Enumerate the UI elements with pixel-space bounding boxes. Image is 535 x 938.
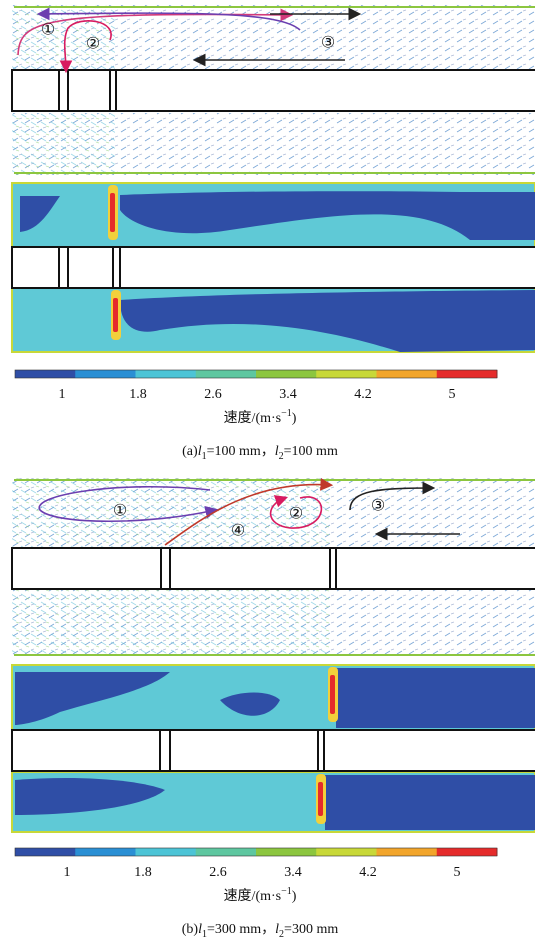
annotation: ②	[289, 506, 303, 523]
panel: ① ② ③ 1 1.8 2.6 3.4 4.2 5 速度/(m·s−1) (a)l1=100 mm，…	[12, 5, 535, 462]
colorbar-label-part: 速度/(m·s	[224, 410, 282, 426]
baffle	[113, 247, 120, 288]
colorbar-label: 速度/(m·s−1)	[224, 886, 297, 904]
colorbar-tick-label: 1.8	[129, 387, 147, 402]
colorbar-segment	[256, 370, 317, 378]
baffle	[160, 730, 170, 771]
colorbar-segment	[75, 370, 136, 378]
channel-box	[12, 730, 535, 771]
vector-field-near	[12, 478, 330, 548]
annotation: ①	[41, 22, 55, 39]
baffle	[318, 730, 324, 771]
colorbar-segment	[15, 370, 76, 378]
colorbar-segment	[75, 848, 136, 856]
channel-box	[12, 247, 535, 288]
colorbar-segment	[256, 848, 317, 856]
contour-peak	[110, 193, 115, 232]
caption-part: =100 mm，	[207, 444, 275, 459]
colorbar-tick-label: 3.4	[284, 865, 302, 880]
caption-part: =100 mm	[284, 444, 338, 459]
colorbar-segment	[196, 370, 257, 378]
channel-box	[12, 548, 535, 589]
colorbar-tick-label: 3.4	[279, 387, 297, 402]
colorbar-label-part: −1	[281, 886, 292, 897]
caption-part: =300 mm，	[207, 922, 275, 937]
colorbar-label-part: )	[292, 889, 297, 904]
colorbar-segment	[136, 370, 197, 378]
caption: (b)l1=300 mm，l2=300 mm	[182, 922, 339, 938]
colorbar-label-part: −1	[281, 408, 292, 419]
colorbar-tick-label: 5	[454, 865, 461, 880]
caption-part: (b)	[182, 922, 199, 937]
caption-part: =300 mm	[284, 922, 338, 937]
colorbar-segment	[377, 848, 438, 856]
baffle	[330, 548, 336, 589]
baffle	[59, 70, 68, 111]
channel-box	[12, 70, 535, 111]
colorbar-label: 速度/(m·s−1)	[224, 408, 297, 426]
colorbar-segment	[316, 848, 377, 856]
colorbar-segment	[377, 370, 438, 378]
figure: ①②③11.82.63.44.25速度/(m·s−1)(a)l1=100 mm，…	[0, 0, 535, 938]
caption-part: (a)	[182, 444, 198, 459]
caption: (a)l1=100 mm，l2=100 mm	[182, 444, 338, 462]
colorbar-tick-label: 1.8	[134, 865, 152, 880]
colorbar-tick-label: 5	[449, 387, 456, 402]
colorbar-segment	[437, 370, 498, 378]
colorbar-tick-label: 1	[59, 387, 66, 402]
annotation: ①	[113, 503, 127, 520]
vector-field-near	[12, 589, 330, 657]
colorbar-segment	[196, 848, 257, 856]
colorbar-segment	[136, 848, 197, 856]
baffle	[161, 548, 170, 589]
vector-field-near	[12, 113, 115, 175]
colorbar-tick-label: 4.2	[354, 387, 372, 402]
annotation: ②	[86, 36, 100, 53]
baffle	[59, 247, 68, 288]
colorbar-tick-label: 1	[64, 865, 71, 880]
colorbar-segment	[437, 848, 498, 856]
contour-peak	[113, 298, 118, 332]
baffle	[110, 70, 116, 111]
contour-peak	[330, 675, 335, 714]
annotation: ③	[371, 498, 385, 515]
colorbar-segment	[15, 848, 76, 856]
colorbar-tick-label: 2.6	[209, 865, 227, 880]
colorbar-segment	[316, 370, 377, 378]
colorbar-label-part: 速度/(m·s	[224, 888, 282, 904]
colorbar-tick-label: 2.6	[204, 387, 222, 402]
colorbar-label-part: )	[292, 411, 297, 426]
contour-low	[325, 775, 535, 830]
contour-peak	[318, 782, 323, 816]
panel: ① ② ③ ④ 1 1.8 2.6 3.4 4.2 5 速度/(m·s−1) (b)l1=300 mm…	[12, 478, 535, 938]
contour-low	[336, 668, 535, 728]
annotation: ③	[321, 35, 335, 52]
annotation: ④	[231, 523, 245, 540]
colorbar-tick-label: 4.2	[359, 865, 377, 880]
